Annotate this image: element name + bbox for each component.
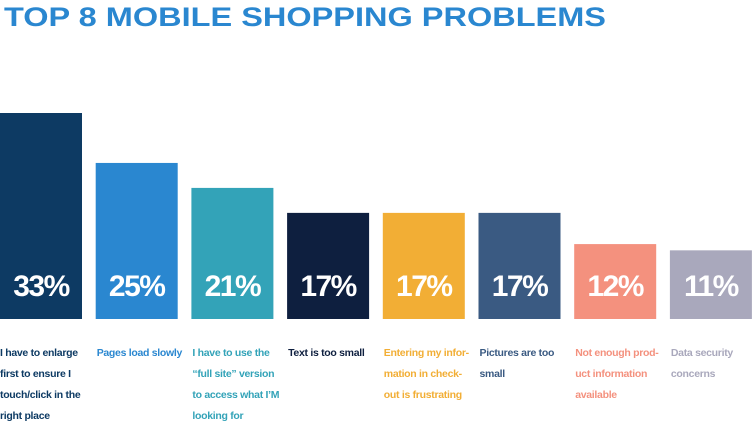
category-label: I have to enlarge [0,347,78,359]
value-label: 11% [684,270,739,303]
category-label: out is frustrating [384,389,462,401]
category-label: Data security [671,347,734,359]
category-label: mation in check- [384,368,463,380]
bar [669,250,752,319]
category-label: Pictures are too [480,347,555,359]
category-label: “full site” version [192,368,274,380]
category-label: small [480,368,506,380]
category-label: concerns [671,368,716,380]
category-label: available [575,389,617,401]
bar [191,187,274,319]
bar [574,244,657,319]
value-label: 17% [396,270,452,303]
category-label: to access what I’M [192,389,279,401]
category-label: uct information [575,368,647,380]
bar [478,212,561,319]
chart-title: TOP 8 MOBILE SHOPPING PROBLEMS [4,2,606,32]
value-label: 33% [13,270,69,303]
category-label: Not enough prod- [575,347,659,359]
bar [287,212,370,319]
value-label: 17% [492,270,548,303]
category-label: I have to use the [192,347,270,359]
category-label: right place [0,410,50,422]
value-label: 25% [109,270,165,303]
category-label: Entering my infor- [384,347,470,359]
category-label: looking for [192,410,243,422]
value-label: 21% [205,270,261,303]
value-label: 17% [300,270,356,303]
category-label: Pages load slowly [97,347,183,359]
bar [382,212,465,319]
value-label: 12% [587,270,643,303]
category-label: touch/click in the [0,389,81,401]
category-label: Text is too small [288,347,365,359]
bar [0,113,82,319]
bar [95,162,178,319]
category-label: first to ensure I [0,368,71,380]
